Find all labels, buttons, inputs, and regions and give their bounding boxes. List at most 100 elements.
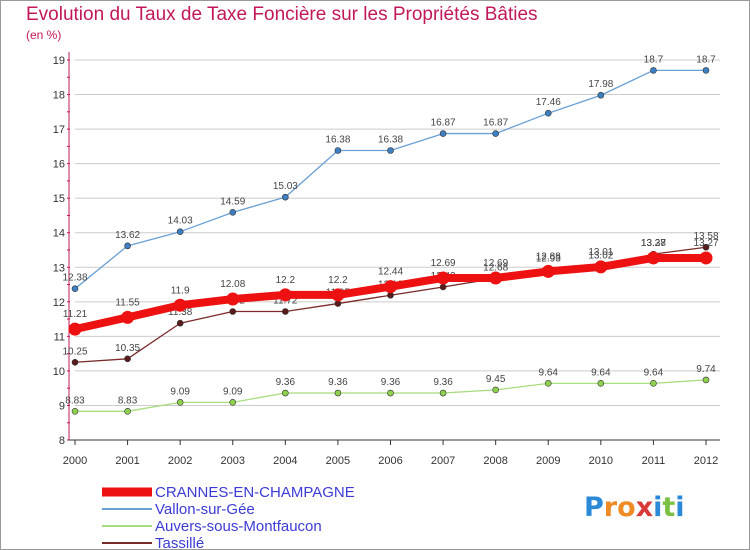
y-tick-label: 11 <box>54 331 65 343</box>
data-point <box>387 291 394 299</box>
data-point <box>702 376 710 384</box>
data-point <box>439 130 447 137</box>
data-label: 9.64 <box>644 367 664 378</box>
y-tick-label: 15 <box>53 193 65 205</box>
data-point <box>176 319 184 327</box>
y-tick-label: 10 <box>53 366 65 378</box>
data-point <box>226 292 240 306</box>
data-label: 9.09 <box>223 386 243 397</box>
x-tick-label: 2007 <box>431 455 455 467</box>
data-point <box>124 355 131 363</box>
y-tick-label: 16 <box>53 159 65 171</box>
data-label: 12.93 <box>536 254 561 265</box>
data-label: 10.25 <box>62 346 87 357</box>
data-label: 16.87 <box>431 118 456 129</box>
data-label: 11.9 <box>171 285 190 296</box>
data-point <box>282 389 289 397</box>
data-label: 16.38 <box>325 135 350 146</box>
data-label: 17.98 <box>588 79 613 90</box>
data-label: 13.27 <box>693 238 718 249</box>
data-label: 11.55 <box>115 297 140 308</box>
y-tick-label: 17 <box>53 124 65 136</box>
data-point <box>282 308 289 315</box>
x-tick-label: 2005 <box>326 455 350 467</box>
data-point <box>334 389 342 397</box>
data-point <box>176 399 184 406</box>
data-label: 9.45 <box>486 374 506 385</box>
logo-letter: x <box>636 492 653 523</box>
data-point <box>436 271 450 285</box>
axes: 8 9 10 11 12 13 14 15 16 17 18 19 2000 2001 2002 2003 20… <box>53 52 720 467</box>
data-label: 11.21 <box>63 309 88 320</box>
data-label: 9.09 <box>170 386 190 397</box>
data-point <box>492 386 499 394</box>
y-tick-label: 18 <box>53 90 65 102</box>
data-label: 18.7 <box>644 54 664 65</box>
logo-letter: P <box>584 492 604 523</box>
series-vallon-sur-g-e: 12.38 13.62 14.03 14.59 15.03 16.38 16.38 16.87… <box>62 54 716 292</box>
data-point <box>229 209 237 216</box>
data-label: 8.83 <box>118 395 138 406</box>
data-label: 13.01 <box>588 247 613 258</box>
x-tick-label: 2011 <box>642 455 666 467</box>
y-tick-label: 19 <box>53 55 65 67</box>
series-group: 12.38 13.62 14.03 14.59 15.03 16.38 16.38 16.87… <box>62 54 719 415</box>
y-tick-label: 9 <box>59 400 65 412</box>
data-point <box>544 380 552 387</box>
data-label: 13.27 <box>641 238 666 249</box>
data-point <box>71 285 79 292</box>
data-point <box>384 280 397 294</box>
data-point <box>229 399 237 406</box>
logo-letter: t <box>662 492 675 523</box>
data-point <box>176 228 184 235</box>
data-label: 12.69 <box>431 258 456 269</box>
data-point <box>597 380 605 387</box>
data-point <box>439 283 447 291</box>
data-label: 18.7 <box>696 54 716 65</box>
data-label: 12.69 <box>483 258 508 269</box>
data-point <box>71 408 79 415</box>
data-point <box>699 251 713 265</box>
data-point <box>121 310 135 324</box>
data-point <box>387 389 394 397</box>
data-point <box>650 67 657 74</box>
data-point <box>124 408 131 415</box>
x-tick-label: 2002 <box>168 455 192 467</box>
data-label: 16.38 <box>378 135 403 146</box>
data-point <box>229 308 237 315</box>
data-label: 8.83 <box>65 395 85 406</box>
y-axis-unit: (en %) <box>26 28 62 42</box>
data-label: 9.36 <box>433 377 453 388</box>
y-tick-label: 12 <box>53 297 65 309</box>
data-label: 15.03 <box>273 181 298 192</box>
data-label: 14.59 <box>220 196 245 207</box>
legend: CRANNES-EN-CHAMPAGNEVallon-sur-GéeAuvers… <box>102 484 355 550</box>
logo-letter: o <box>617 492 636 523</box>
data-label: 13.02 <box>588 251 613 262</box>
legend-label: Tassillé <box>155 535 204 550</box>
x-tick-label: 2000 <box>63 455 87 467</box>
data-point <box>282 193 289 201</box>
x-tick-label: 2010 <box>589 455 613 467</box>
data-label: 17.46 <box>536 97 561 108</box>
y-tick-label: 13 <box>53 262 65 274</box>
data-point <box>489 271 503 285</box>
data-point <box>702 243 710 251</box>
data-label: 13.58 <box>693 231 718 242</box>
data-point <box>71 358 79 366</box>
data-point <box>646 251 660 265</box>
data-point <box>334 147 342 154</box>
data-point <box>650 380 657 387</box>
data-label: 16.87 <box>483 118 508 129</box>
data-label: 12.68 <box>483 262 508 273</box>
chart-title: Evolution du Taux de Taxe Foncière sur l… <box>26 4 538 25</box>
logo-letter: i <box>675 492 684 523</box>
data-point <box>439 389 447 397</box>
data-point <box>387 147 394 154</box>
data-label: 9.36 <box>381 377 401 388</box>
data-label: 12.08 <box>220 279 245 290</box>
data-point <box>124 242 131 250</box>
data-point <box>68 322 82 336</box>
